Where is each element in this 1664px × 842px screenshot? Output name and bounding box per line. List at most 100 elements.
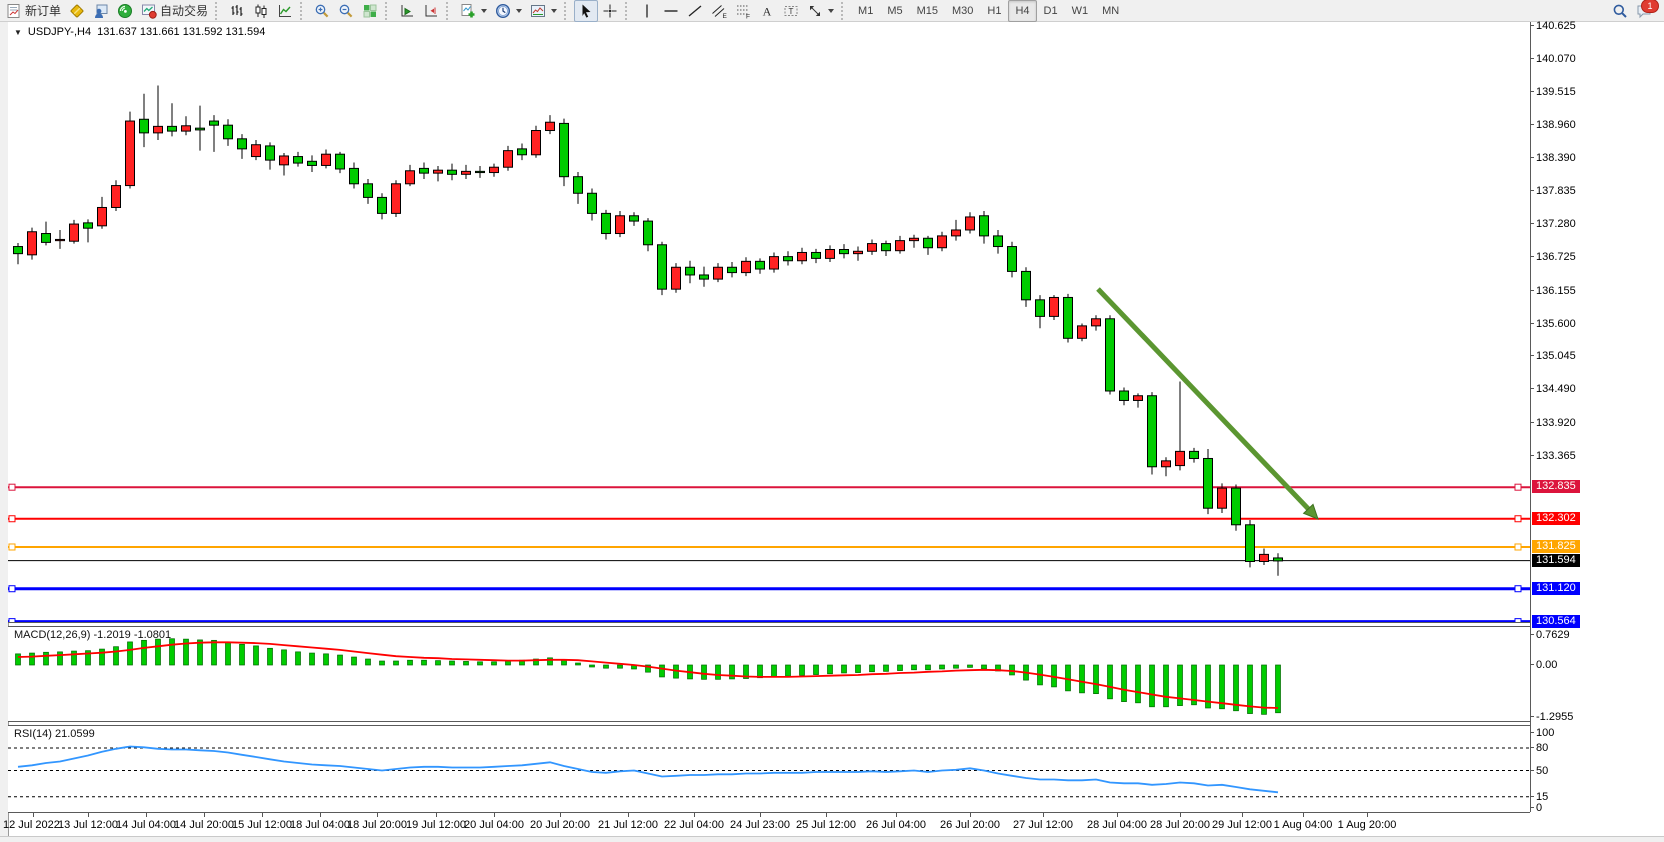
candle[interactable] — [349, 162, 359, 189]
candle[interactable] — [909, 234, 919, 248]
panel-separator[interactable] — [8, 725, 1530, 726]
candle[interactable] — [1147, 392, 1157, 475]
candle[interactable] — [1077, 323, 1087, 342]
panel-separator[interactable] — [8, 721, 1530, 722]
line-handle[interactable] — [1514, 515, 1522, 523]
candle[interactable] — [965, 212, 975, 234]
candle[interactable] — [223, 119, 233, 146]
candle[interactable] — [447, 163, 457, 181]
candle[interactable] — [825, 245, 835, 262]
candle[interactable] — [475, 166, 485, 178]
search-button[interactable] — [1608, 0, 1632, 22]
line-handle[interactable] — [1514, 585, 1522, 593]
timeframe-m15-button[interactable]: M15 — [916, 4, 938, 17]
candle[interactable] — [629, 212, 639, 226]
vline-button[interactable] — [635, 0, 659, 22]
timeframe-d1-button[interactable]: D1 — [1043, 4, 1058, 17]
candle[interactable] — [55, 229, 65, 249]
candle[interactable] — [41, 221, 51, 246]
templates-button[interactable] — [526, 0, 561, 22]
line-handle[interactable] — [1514, 543, 1522, 551]
line-chart-button[interactable] — [273, 0, 297, 22]
candle[interactable] — [279, 153, 289, 176]
candle[interactable] — [83, 219, 93, 243]
candle[interactable] — [1021, 267, 1031, 307]
candle[interactable] — [335, 151, 345, 174]
candle[interactable] — [1007, 241, 1017, 278]
candle[interactable] — [1189, 447, 1199, 463]
candle[interactable] — [139, 93, 149, 148]
timeframe-m1-button[interactable]: M1 — [858, 4, 874, 17]
cursor-button[interactable] — [574, 0, 599, 22]
candle[interactable] — [657, 241, 667, 296]
candle[interactable] — [181, 116, 191, 136]
candle[interactable] — [531, 125, 541, 158]
candle[interactable] — [615, 211, 625, 238]
trend-arrow[interactable] — [1096, 287, 1315, 515]
candle[interactable] — [867, 239, 877, 255]
candle[interactable] — [643, 218, 653, 252]
candle[interactable] — [69, 219, 79, 244]
line-handle[interactable] — [1514, 483, 1522, 491]
timeframe-w1-button[interactable]: W1 — [1071, 4, 1089, 17]
candle[interactable] — [601, 209, 611, 240]
chat-button[interactable]: 1 — [1632, 0, 1659, 22]
indicators-button[interactable] — [456, 0, 491, 22]
panel-separator[interactable] — [8, 622, 1530, 623]
candle[interactable] — [489, 163, 499, 177]
line-handle[interactable] — [8, 483, 16, 491]
candle[interactable] — [979, 211, 989, 244]
candle[interactable] — [517, 143, 527, 161]
candle[interactable] — [713, 263, 723, 283]
candle[interactable] — [209, 115, 219, 152]
candle[interactable] — [1175, 381, 1185, 471]
candle[interactable] — [153, 85, 163, 140]
candlestick-button[interactable] — [249, 0, 273, 22]
tile-windows-button[interactable] — [358, 0, 382, 22]
candle[interactable] — [307, 155, 317, 172]
auto-scroll-button[interactable] — [395, 0, 419, 22]
candle[interactable] — [237, 134, 247, 159]
candle[interactable] — [671, 263, 681, 293]
candle[interactable] — [587, 188, 597, 221]
candle[interactable] — [573, 171, 583, 204]
timeframe-mn-button[interactable]: MN — [1102, 4, 1120, 17]
candle[interactable] — [391, 180, 401, 217]
autotrading-button[interactable]: 自动交易 — [137, 0, 212, 22]
candle[interactable] — [265, 142, 275, 170]
candle[interactable] — [1259, 548, 1269, 566]
line-handle[interactable] — [1514, 618, 1522, 623]
candle[interactable] — [251, 139, 261, 161]
text-button[interactable]: A — [755, 0, 779, 22]
candle[interactable] — [1217, 483, 1227, 513]
line-handle[interactable] — [8, 543, 16, 551]
candle[interactable] — [1245, 520, 1255, 568]
candle[interactable] — [797, 247, 807, 265]
candle[interactable] — [461, 164, 471, 180]
candle[interactable] — [853, 246, 863, 261]
community-button[interactable] — [89, 0, 113, 22]
candle[interactable] — [321, 149, 331, 169]
main-price-chart[interactable] — [8, 22, 1530, 623]
candle[interactable] — [13, 242, 23, 265]
candle[interactable] — [895, 235, 905, 254]
candle[interactable] — [293, 151, 303, 167]
timeframe-m5-button[interactable]: M5 — [887, 4, 903, 17]
one-click-trading-expander-icon[interactable]: ▼ — [14, 27, 22, 37]
candle[interactable] — [1049, 295, 1059, 320]
candle[interactable] — [125, 111, 135, 189]
candle[interactable] — [559, 118, 569, 187]
rsi-panel[interactable] — [8, 726, 1530, 813]
candle[interactable] — [1119, 387, 1129, 406]
candle[interactable] — [755, 258, 765, 274]
candle[interactable] — [1105, 315, 1115, 395]
candle[interactable] — [1161, 457, 1171, 477]
candle[interactable] — [951, 219, 961, 241]
candle[interactable] — [377, 193, 387, 220]
timeframe-m30-button[interactable]: M30 — [952, 4, 974, 17]
hline-button[interactable] — [659, 0, 683, 22]
candle[interactable] — [937, 231, 947, 252]
candle[interactable] — [923, 235, 933, 255]
label-button[interactable]: T — [779, 0, 803, 22]
chart-shift-button[interactable] — [419, 0, 443, 22]
